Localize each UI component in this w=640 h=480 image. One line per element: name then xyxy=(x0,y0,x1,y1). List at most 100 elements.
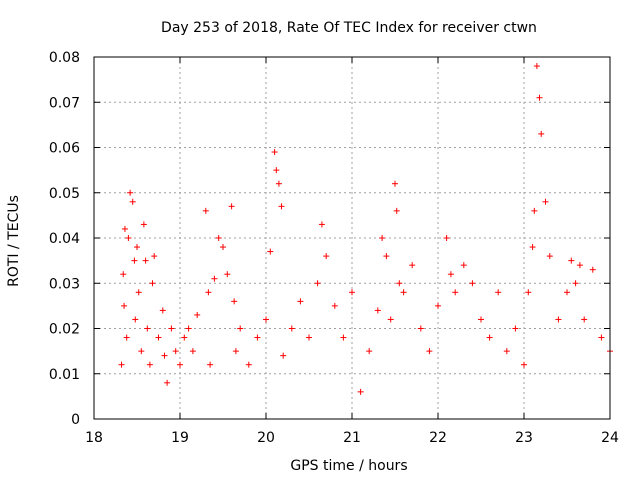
data-point xyxy=(207,361,214,368)
data-point xyxy=(447,271,454,278)
data-point xyxy=(323,253,330,260)
y-tick-label: 0.03 xyxy=(49,276,80,292)
data-point xyxy=(306,334,312,341)
data-point xyxy=(181,334,188,341)
data-point xyxy=(132,316,139,323)
y-tick-label: 0.07 xyxy=(49,95,80,111)
data-point xyxy=(232,348,239,355)
data-point xyxy=(172,348,179,355)
data-point xyxy=(452,289,459,296)
data-point xyxy=(254,334,261,341)
data-point xyxy=(581,316,588,323)
data-point xyxy=(331,302,338,309)
data-point xyxy=(400,289,407,296)
data-point xyxy=(164,379,171,386)
data-point xyxy=(131,257,138,264)
data-point xyxy=(531,207,538,214)
data-point xyxy=(125,235,132,241)
data-point xyxy=(220,244,226,251)
data-point xyxy=(426,348,433,355)
data-point xyxy=(409,262,416,269)
data-point xyxy=(177,361,183,368)
data-point xyxy=(521,361,527,368)
data-point xyxy=(129,198,136,205)
x-tick-label: 21 xyxy=(343,430,361,446)
data-point xyxy=(267,248,274,255)
data-point xyxy=(374,307,381,314)
data-point xyxy=(202,207,209,214)
data-point xyxy=(127,189,134,196)
data-point xyxy=(224,271,231,278)
data-point xyxy=(168,325,175,332)
chart-title: Day 253 of 2018, Rate Of TEC Index for r… xyxy=(161,20,537,36)
y-tick-label: 0.01 xyxy=(49,367,80,383)
data-point xyxy=(598,334,605,341)
data-point xyxy=(134,244,140,251)
y-tick-label: 0.02 xyxy=(49,322,80,338)
data-point xyxy=(379,235,386,241)
data-point xyxy=(435,302,441,309)
data-point xyxy=(383,253,390,260)
data-point xyxy=(189,348,196,355)
data-point xyxy=(194,311,201,318)
x-tick-label: 19 xyxy=(171,430,189,446)
data-point xyxy=(211,275,218,282)
x-tick-label: 22 xyxy=(429,430,447,446)
data-point xyxy=(536,94,543,101)
data-point xyxy=(271,149,278,156)
data-point xyxy=(568,257,575,264)
data-point xyxy=(159,307,166,314)
data-point xyxy=(280,352,287,359)
data-point xyxy=(396,280,403,287)
data-point xyxy=(149,280,156,287)
data-point xyxy=(288,325,295,332)
data-point xyxy=(245,361,252,368)
x-axis-label: GPS time / hours xyxy=(290,458,407,474)
data-point xyxy=(161,352,168,359)
data-point xyxy=(469,280,476,287)
data-point xyxy=(542,198,549,205)
data-point xyxy=(392,180,398,187)
data-point xyxy=(118,361,125,368)
data-point xyxy=(297,298,304,305)
data-point xyxy=(486,334,493,341)
data-point xyxy=(144,325,151,332)
data-point xyxy=(460,262,467,269)
x-tick-label: 18 xyxy=(85,430,103,446)
data-point xyxy=(142,257,149,264)
data-point xyxy=(589,266,596,273)
data-point xyxy=(443,235,450,241)
data-point xyxy=(140,221,147,228)
data-point xyxy=(572,280,579,287)
data-point xyxy=(478,316,484,323)
data-points xyxy=(118,63,613,395)
data-point xyxy=(263,316,269,323)
data-point xyxy=(146,361,153,368)
data-point xyxy=(155,334,162,341)
data-point xyxy=(205,289,212,296)
data-point xyxy=(135,289,142,296)
x-tick-label: 23 xyxy=(515,430,533,446)
data-point xyxy=(340,334,347,341)
data-point xyxy=(495,289,502,296)
data-point xyxy=(273,167,280,174)
data-point xyxy=(151,253,158,260)
data-point xyxy=(138,348,145,355)
data-point xyxy=(538,130,545,137)
y-tick-label: 0.04 xyxy=(49,231,80,247)
data-point xyxy=(120,271,127,278)
x-tick-label: 20 xyxy=(257,430,275,446)
data-point xyxy=(318,221,325,228)
data-point xyxy=(529,244,536,251)
data-point xyxy=(123,334,130,341)
data-point xyxy=(275,180,282,187)
data-point xyxy=(393,207,400,214)
y-tick-label: 0.06 xyxy=(49,141,80,157)
data-point xyxy=(349,289,355,296)
data-point xyxy=(314,280,321,287)
data-point xyxy=(546,253,553,260)
data-point xyxy=(231,298,238,305)
data-point xyxy=(525,289,532,296)
data-point xyxy=(503,348,510,355)
